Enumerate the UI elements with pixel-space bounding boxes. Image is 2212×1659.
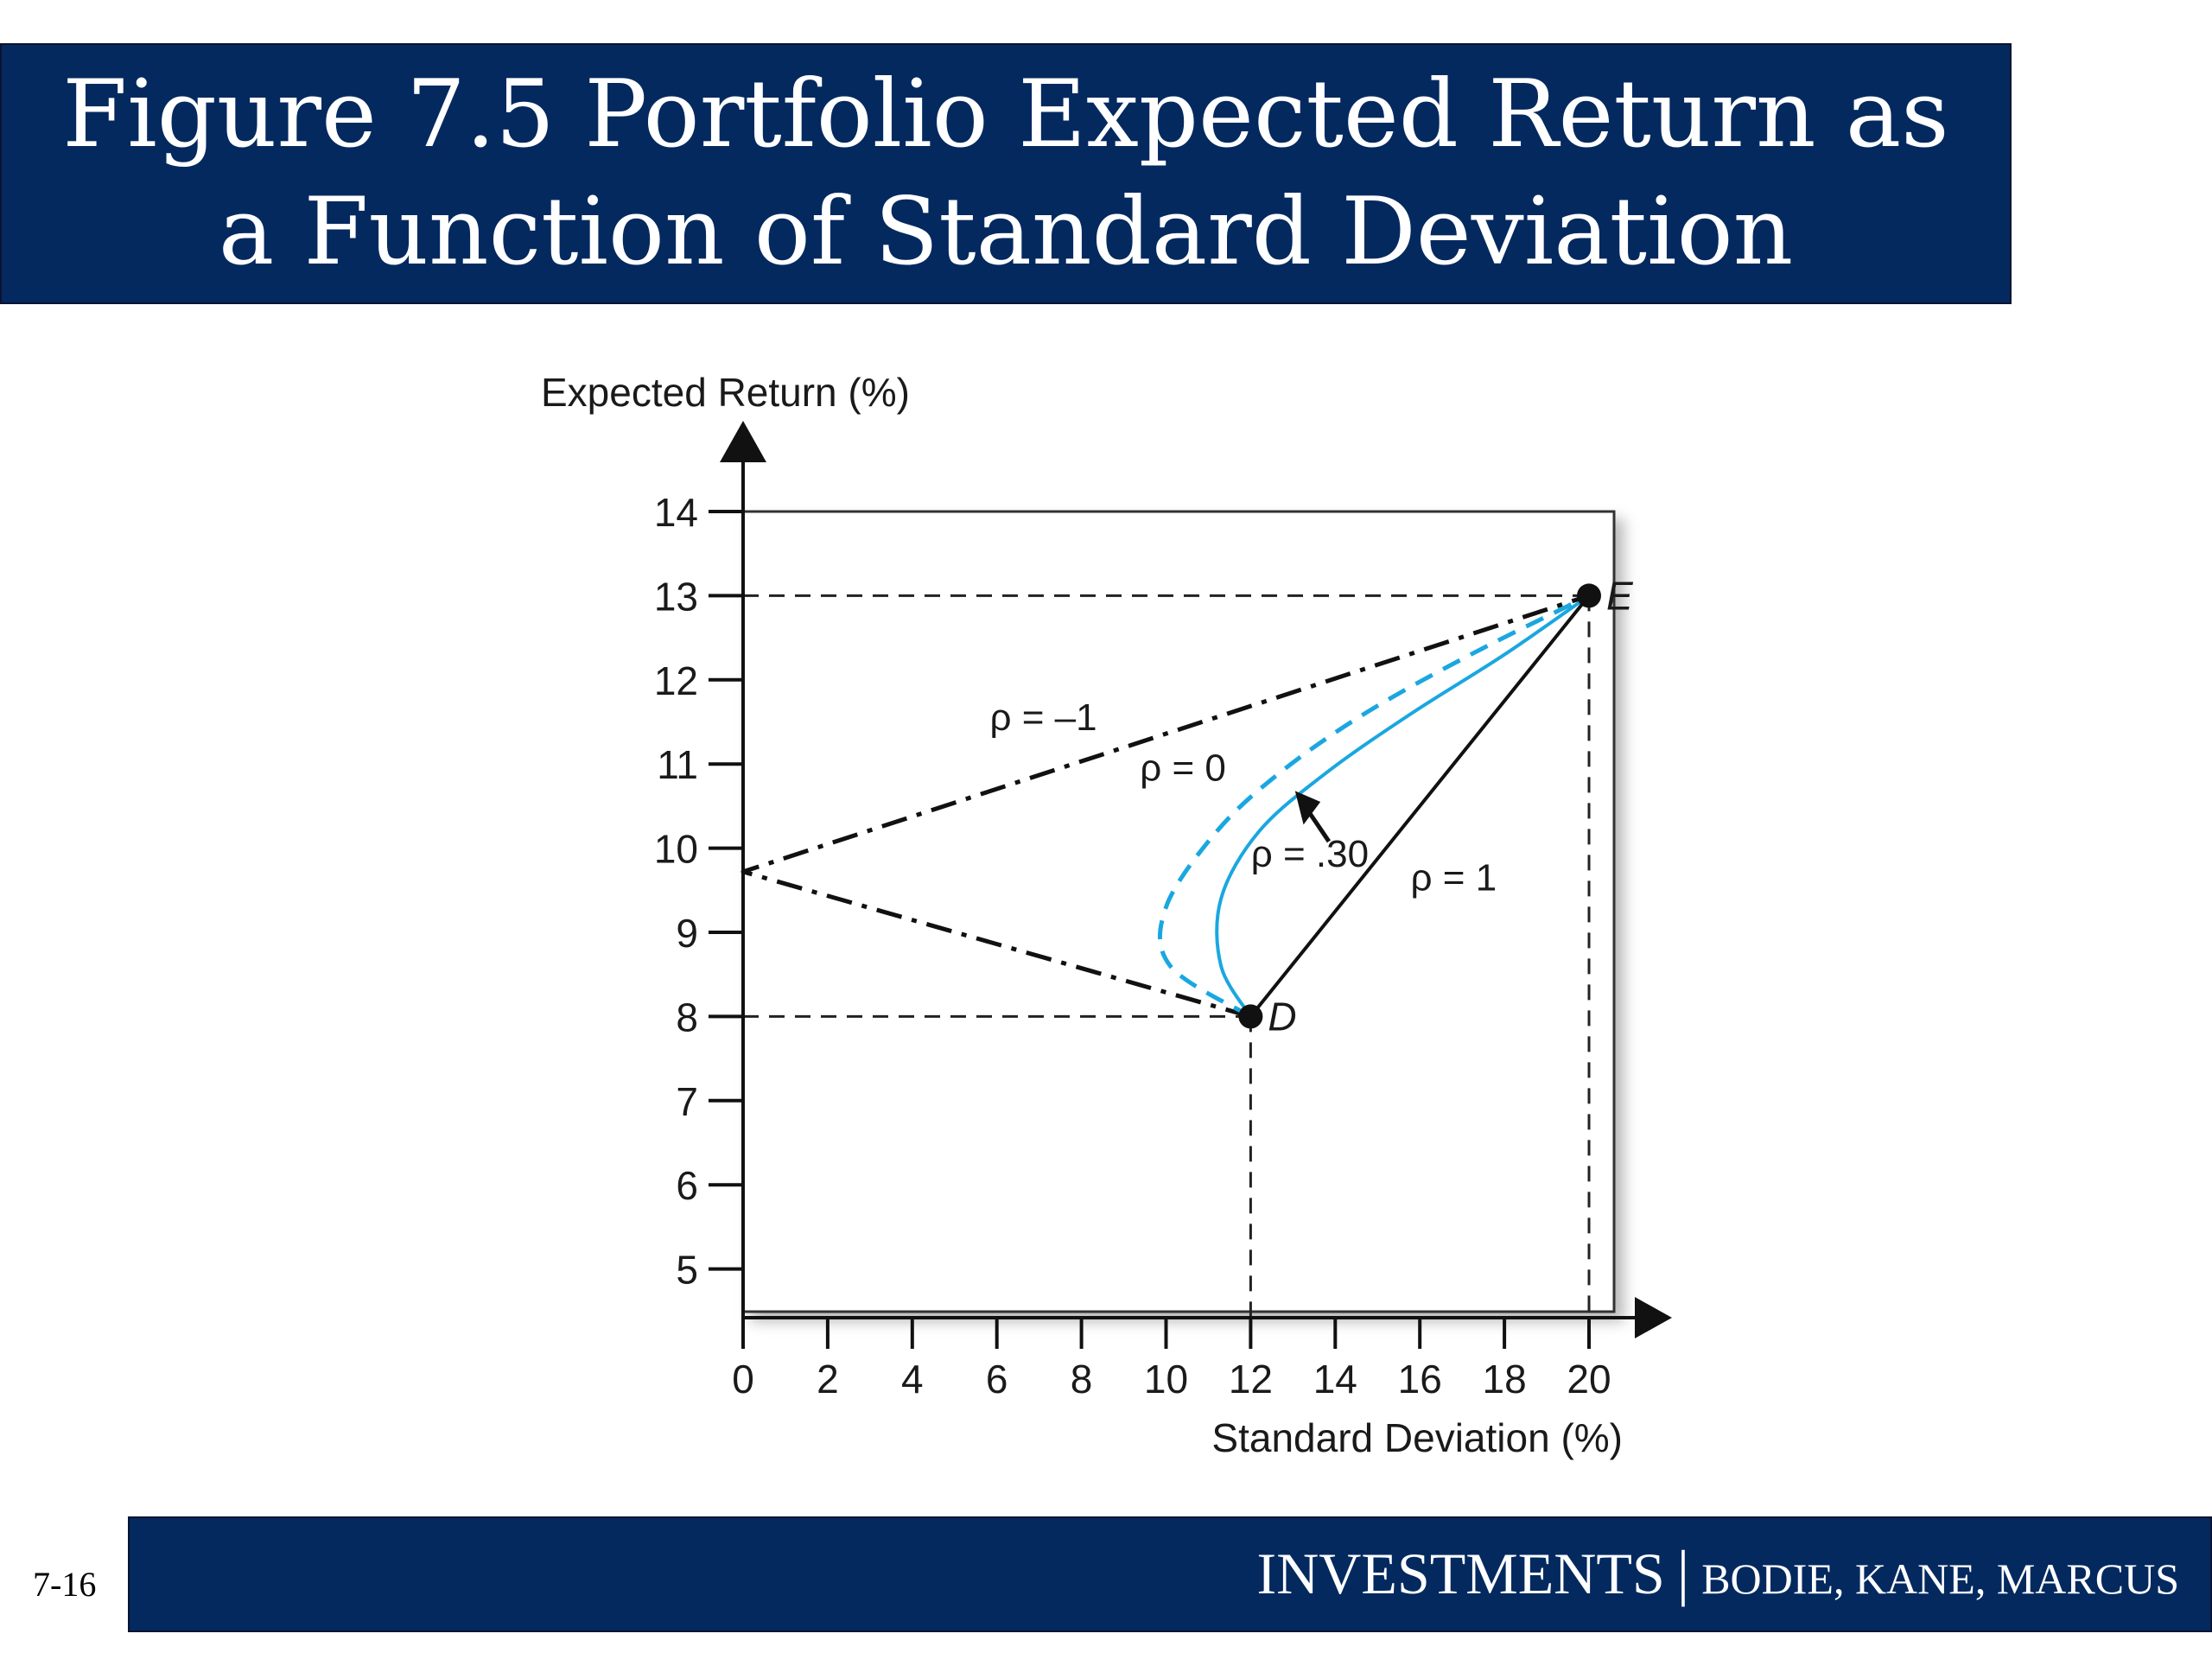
point-label-D: D: [1268, 994, 1296, 1039]
footer-banner: INVESTMENTS | BODIE, KANE, MARCUS: [128, 1516, 2212, 1632]
footer-book-title: INVESTMENTS: [1256, 1541, 1665, 1606]
footer-separator: |: [1676, 1538, 1690, 1607]
x-tick-label-10: 20: [1567, 1357, 1611, 1402]
y-tick-label-5: 10: [654, 827, 698, 872]
y-tick-label-4: 9: [676, 911, 698, 956]
x-tick-label-2: 4: [901, 1357, 924, 1402]
y-tick-label-8: 13: [654, 574, 698, 619]
annotation-arrow-line: [1306, 809, 1332, 843]
x-tick-label-1: 2: [817, 1357, 839, 1402]
series-annotation-1: ρ = 0: [1140, 747, 1226, 790]
point-D: [1238, 1004, 1263, 1029]
series-annotation-2: ρ = .30: [1251, 833, 1369, 875]
footer-text: INVESTMENTS | BODIE, KANE, MARCUS: [1257, 1537, 2179, 1609]
y-tick-label-7: 12: [654, 658, 698, 703]
series-line-3: [1249, 594, 1591, 1018]
x-tick-label-4: 8: [1071, 1357, 1093, 1402]
y-tick-label-1: 6: [676, 1163, 698, 1208]
point-E: [1577, 583, 1601, 608]
point-label-E: E: [1606, 573, 1634, 618]
y-tick-label-3: 8: [676, 995, 698, 1039]
x-axis-title: Standard Deviation (%): [1211, 1415, 1623, 1460]
y-axis-arrow: [720, 421, 766, 462]
slide-number: 7-16: [33, 1565, 97, 1604]
x-tick-label-6: 12: [1229, 1357, 1273, 1402]
footer-authors: BODIE, KANE, MARCUS: [1701, 1554, 2179, 1603]
annotation-arrow-head: [1294, 791, 1321, 825]
x-tick-label-5: 10: [1144, 1357, 1188, 1402]
x-tick-label-3: 6: [986, 1357, 1008, 1402]
x-tick-label-7: 14: [1313, 1357, 1357, 1402]
y-tick-label-6: 11: [657, 742, 698, 787]
y-tick-label-2: 7: [676, 1079, 698, 1124]
y-tick-label-9: 14: [654, 490, 698, 535]
y-tick-label-0: 5: [676, 1248, 698, 1293]
series-line-1: [1157, 594, 1591, 1019]
slide-title: Figure 7.5 Portfolio Expected Return as …: [62, 60, 1949, 286]
x-axis-arrow: [1635, 1297, 1672, 1338]
series-line-2: [1215, 594, 1591, 1018]
series-annotation-3: ρ = 1: [1411, 856, 1497, 899]
x-tick-label-8: 16: [1398, 1357, 1442, 1402]
title-banner: Figure 7.5 Portfolio Expected Return as …: [0, 43, 2012, 304]
x-tick-label-9: 18: [1483, 1357, 1527, 1402]
series-annotation-0: ρ = –1: [989, 696, 1096, 739]
y-axis-title: Expected Return (%): [541, 370, 910, 415]
x-tick-label-0: 0: [732, 1357, 754, 1402]
